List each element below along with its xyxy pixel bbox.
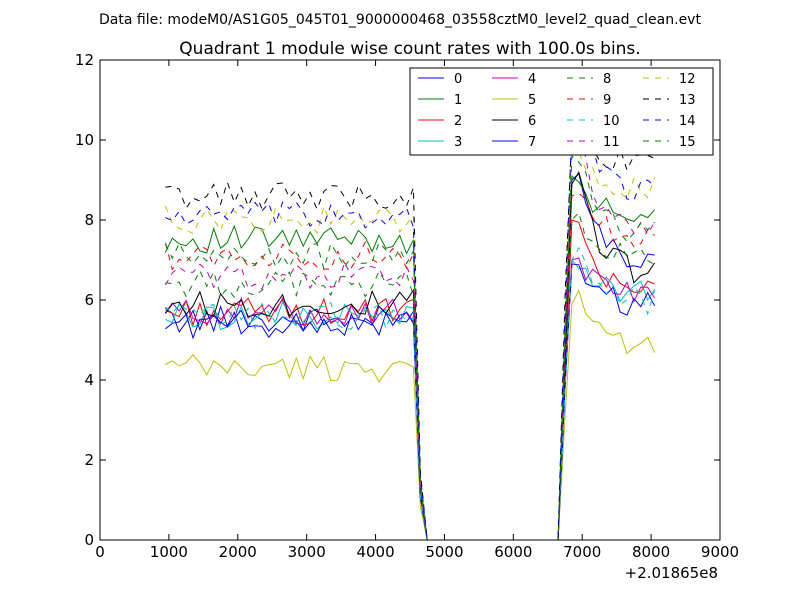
series-line-7	[165, 263, 656, 541]
x-tick-label: 2000	[219, 543, 257, 561]
x-tick-label: 8000	[632, 543, 670, 561]
y-tick-label: 6	[84, 291, 94, 309]
series-layer	[164, 114, 656, 541]
y-tick-label: 4	[84, 371, 94, 389]
x-tick-label: 0	[95, 543, 105, 561]
series-line-13	[165, 121, 655, 541]
legend-label-3: 3	[454, 135, 462, 150]
series-line-3	[165, 258, 656, 541]
y-tick-label: 0	[84, 531, 94, 549]
legend-label-2: 2	[454, 114, 462, 129]
chart-title: Quadrant 1 module wise count rates with …	[179, 39, 640, 59]
legend-label-7: 7	[528, 135, 536, 150]
y-tick-label: 2	[84, 451, 94, 469]
x-tick-label: 6000	[494, 543, 532, 561]
series-line-10	[165, 246, 656, 541]
y-tick-label: 12	[75, 51, 94, 69]
series-line-5	[165, 289, 656, 541]
series-line-15	[164, 154, 655, 541]
legend-label-6: 6	[528, 114, 536, 129]
legend-label-1: 1	[454, 93, 462, 108]
x-tick-label: 5000	[425, 543, 463, 561]
x-tick-label: 4000	[356, 543, 394, 561]
series-line-11	[164, 131, 656, 541]
legend-box	[409, 67, 714, 156]
legend-label-11: 11	[603, 135, 620, 150]
series-line-9	[164, 192, 655, 541]
x-tick-label: 3000	[288, 543, 326, 561]
suptitle: Data file: modeM0/AS1G05_045T01_90000004…	[99, 12, 701, 28]
x-tick-label: 1000	[150, 543, 188, 561]
series-line-8	[165, 211, 655, 541]
legend-label-5: 5	[528, 93, 536, 108]
x-offset-label: +2.01865e8	[625, 564, 718, 582]
x-tick-label: 7000	[563, 543, 601, 561]
x-tick-label: 9000	[701, 543, 739, 561]
legend-label-12: 12	[679, 72, 696, 87]
series-line-4	[164, 257, 656, 541]
legend-label-14: 14	[679, 114, 696, 129]
ticks-layer: 0 1000 2000 3000 4000 5000 6000 7000 8000 9000 0 2 4…	[75, 51, 739, 561]
legend-label-10: 10	[603, 114, 620, 129]
y-tick-label: 8	[84, 211, 94, 229]
legend-label-9: 9	[603, 93, 611, 108]
legend-label-0: 0	[454, 72, 462, 87]
legend-label-15: 15	[679, 135, 696, 150]
series-line-12	[164, 142, 656, 541]
series-line-1	[164, 174, 655, 541]
legend-label-4: 4	[528, 72, 536, 87]
y-tick-label: 10	[75, 131, 94, 149]
legend-label-8: 8	[603, 72, 611, 87]
series-line-6	[164, 170, 656, 541]
legend-label-13: 13	[679, 93, 696, 108]
series-line-0	[165, 172, 655, 541]
